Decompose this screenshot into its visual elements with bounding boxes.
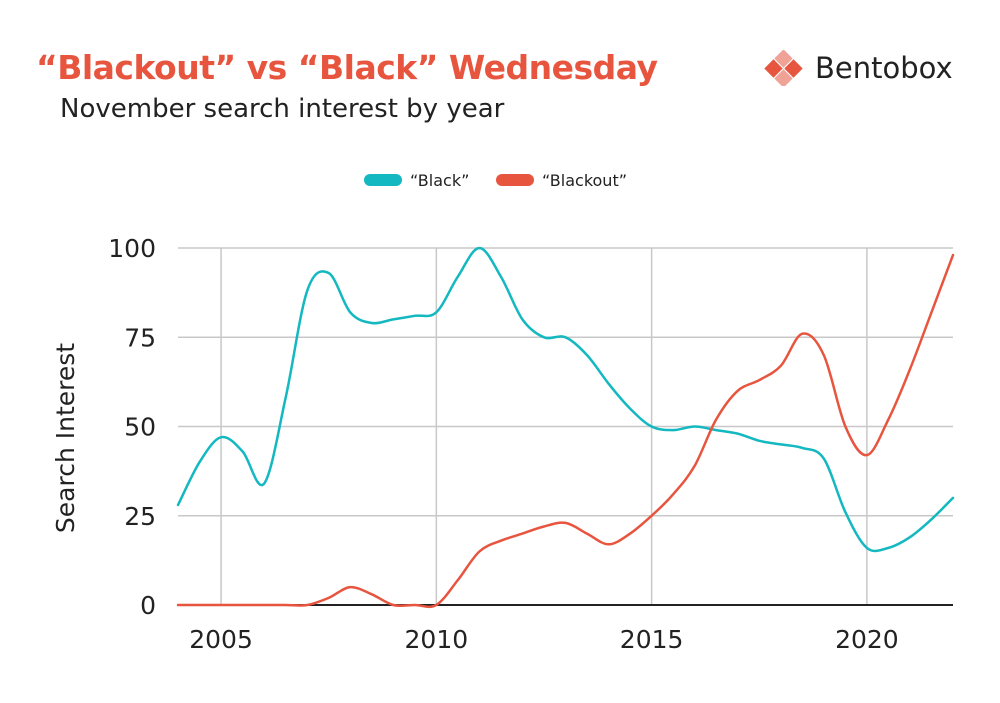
legend-swatch-black — [364, 174, 402, 186]
y-tick-label: 75 — [124, 323, 156, 352]
y-tick-label: 0 — [140, 591, 156, 620]
brand-name: Bentobox — [815, 51, 953, 85]
chart-subtitle: November search interest by year — [60, 94, 505, 124]
y-tick-label: 100 — [108, 234, 156, 263]
legend-label-blackout: “Blackout” — [542, 171, 627, 190]
y-tick-label: 25 — [124, 502, 156, 531]
series-line-black — [176, 246, 955, 553]
brand-logo: Bentobox — [763, 50, 953, 86]
bento-diamond-logo-icon — [764, 50, 803, 86]
x-tick-label: 2010 — [405, 625, 469, 654]
legend-label-black: “Black” — [410, 171, 469, 190]
x-tick-label: 2015 — [620, 625, 684, 654]
chart-title: “Blackout” vs “Black” Wednesday — [36, 48, 658, 87]
legend-swatch-blackout — [496, 174, 534, 186]
y-tick-label: 50 — [124, 413, 156, 442]
series-line-blackout — [176, 253, 955, 609]
y-axis-label: Search Interest — [51, 343, 80, 533]
x-tick-label: 2020 — [835, 625, 899, 654]
x-tick-label: 2005 — [189, 625, 253, 654]
